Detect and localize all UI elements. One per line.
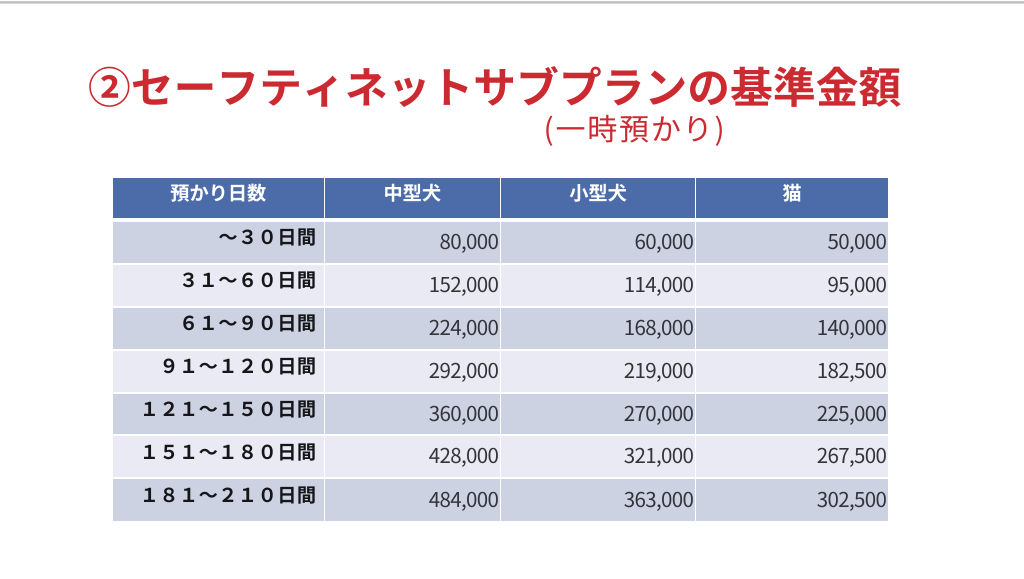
price-cell: 363,000 — [500, 479, 695, 522]
column-header-small-dog: 小型犬 — [500, 177, 695, 222]
slide-title: ②セーフティネットサブプランの基準金額 — [88, 53, 902, 116]
top-divider-line — [0, 1, 1024, 4]
row-label-days: １２１～１５０日間 — [113, 393, 324, 437]
price-cell: 140,000 — [695, 307, 888, 351]
row-label-days: ６１～９０日間 — [113, 307, 324, 351]
price-cell: 60,000 — [500, 222, 695, 265]
price-cell: 80,000 — [323, 222, 500, 265]
table-body: ～３０日間 80,000 60,000 50,000 ３１～６０日間 152,000 114… — [113, 222, 888, 522]
price-cell: 292,000 — [323, 350, 500, 394]
row-label-days: ～３０日間 — [113, 222, 324, 265]
price-cell: 114,000 — [500, 264, 695, 308]
price-table: 預かり日数 中型犬 小型犬 猫 ～３０日間 80,000 60,000 50,000 ３… — [113, 177, 888, 522]
price-cell: 219,000 — [500, 350, 695, 394]
price-cell: 152,000 — [323, 264, 500, 308]
table-header-row: 預かり日数 中型犬 小型犬 猫 — [113, 177, 888, 222]
row-label-days: ３１～６０日間 — [113, 264, 324, 308]
price-cell: 302,500 — [695, 479, 888, 522]
table-row: ３１～６０日間 152,000 114,000 95,000 — [113, 264, 888, 308]
price-cell: 267,500 — [695, 436, 888, 480]
table-row: ６１～９０日間 224,000 168,000 140,000 — [113, 307, 888, 351]
price-cell: 484,000 — [323, 479, 500, 522]
price-cell: 95,000 — [695, 264, 888, 308]
table-row: １２１～１５０日間 360,000 270,000 225,000 — [113, 393, 888, 437]
price-cell: 168,000 — [500, 307, 695, 351]
row-label-days: ９１～１２０日間 — [113, 350, 324, 394]
slide-subtitle: (一時預かり) — [543, 104, 727, 149]
column-header-days: 預かり日数 — [113, 177, 324, 222]
price-cell: 321,000 — [500, 436, 695, 480]
row-label-days: １８１～２１０日間 — [113, 479, 324, 522]
price-cell: 225,000 — [695, 393, 888, 437]
table-row: １８１～２１０日間 484,000 363,000 302,500 — [113, 479, 888, 522]
table-row: ９１～１２０日間 292,000 219,000 182,500 — [113, 350, 888, 394]
column-header-medium-dog: 中型犬 — [323, 177, 500, 222]
price-cell: 360,000 — [323, 393, 500, 437]
price-cell: 182,500 — [695, 350, 888, 394]
table-row: １５１～１８０日間 428,000 321,000 267,500 — [113, 436, 888, 480]
row-label-days: １５１～１８０日間 — [113, 436, 324, 480]
price-cell: 270,000 — [500, 393, 695, 437]
price-cell: 224,000 — [323, 307, 500, 351]
table-row: ～３０日間 80,000 60,000 50,000 — [113, 222, 888, 265]
price-cell: 50,000 — [695, 222, 888, 265]
price-cell: 428,000 — [323, 436, 500, 480]
column-header-cat: 猫 — [695, 177, 888, 222]
